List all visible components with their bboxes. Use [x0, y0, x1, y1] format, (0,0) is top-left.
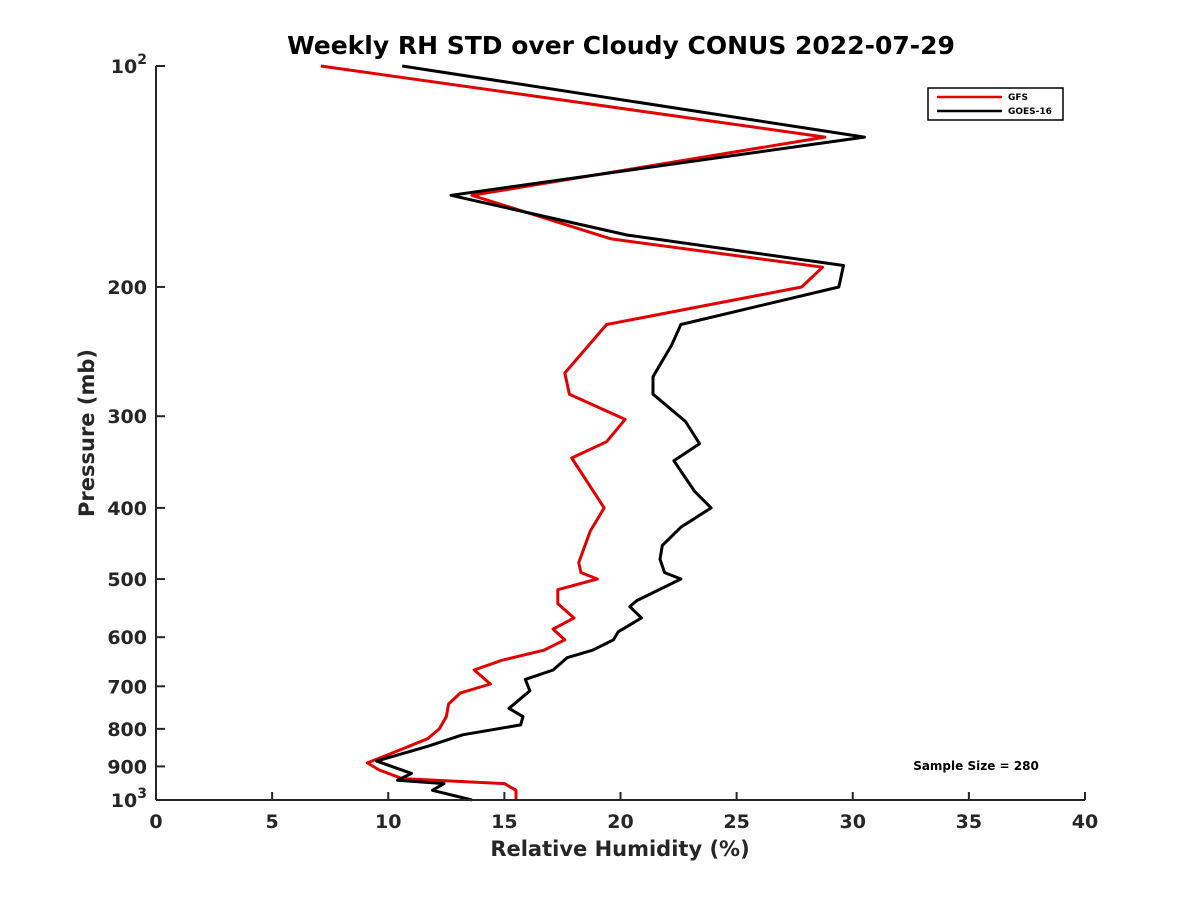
- sample-size-annotation: Sample Size = 280: [913, 759, 1039, 773]
- y-tick-label: 900: [107, 756, 147, 778]
- y-axis-label: Pressure (mb): [75, 349, 99, 517]
- y-tick-label: 200: [107, 277, 147, 299]
- x-tick-label: 5: [266, 811, 279, 833]
- y-ticks: 102 200 300 400 500 600 700 800 900 103: [107, 52, 165, 812]
- y-tick-label: 700: [107, 676, 147, 698]
- x-ticks: 0 5 10 15 20 25 30 35 40: [149, 792, 1098, 833]
- chart-title: Weekly RH STD over Cloudy CONUS 2022-07-…: [287, 31, 955, 60]
- legend-label-gfs: GFS: [1008, 93, 1028, 103]
- x-tick-label: 0: [149, 811, 162, 833]
- y-tick-label: 500: [107, 569, 147, 591]
- y-tick-label: 400: [107, 498, 147, 520]
- x-tick-label: 25: [723, 811, 749, 833]
- y-tick-label: 102: [111, 52, 147, 78]
- legend-label-goes16: GOES-16: [1008, 107, 1052, 117]
- x-tick-label: 35: [956, 811, 982, 833]
- x-tick-label: 15: [491, 811, 517, 833]
- y-tick-label: 800: [107, 719, 147, 741]
- series-line-gfs: [320, 64, 827, 800]
- legend: GFS GOES-16: [927, 87, 1064, 121]
- x-tick-label: 40: [1072, 811, 1098, 833]
- x-tick-label: 30: [840, 811, 866, 833]
- x-tick-label: 20: [607, 811, 633, 833]
- x-axis-label: Relative Humidity (%): [490, 837, 749, 861]
- series-layer: [320, 64, 866, 802]
- y-tick-label: 300: [107, 406, 147, 428]
- y-tick-label: 600: [107, 627, 147, 649]
- y-tick-label: 103: [111, 786, 147, 812]
- legend-box: [927, 87, 1064, 121]
- x-tick-label: 10: [375, 811, 401, 833]
